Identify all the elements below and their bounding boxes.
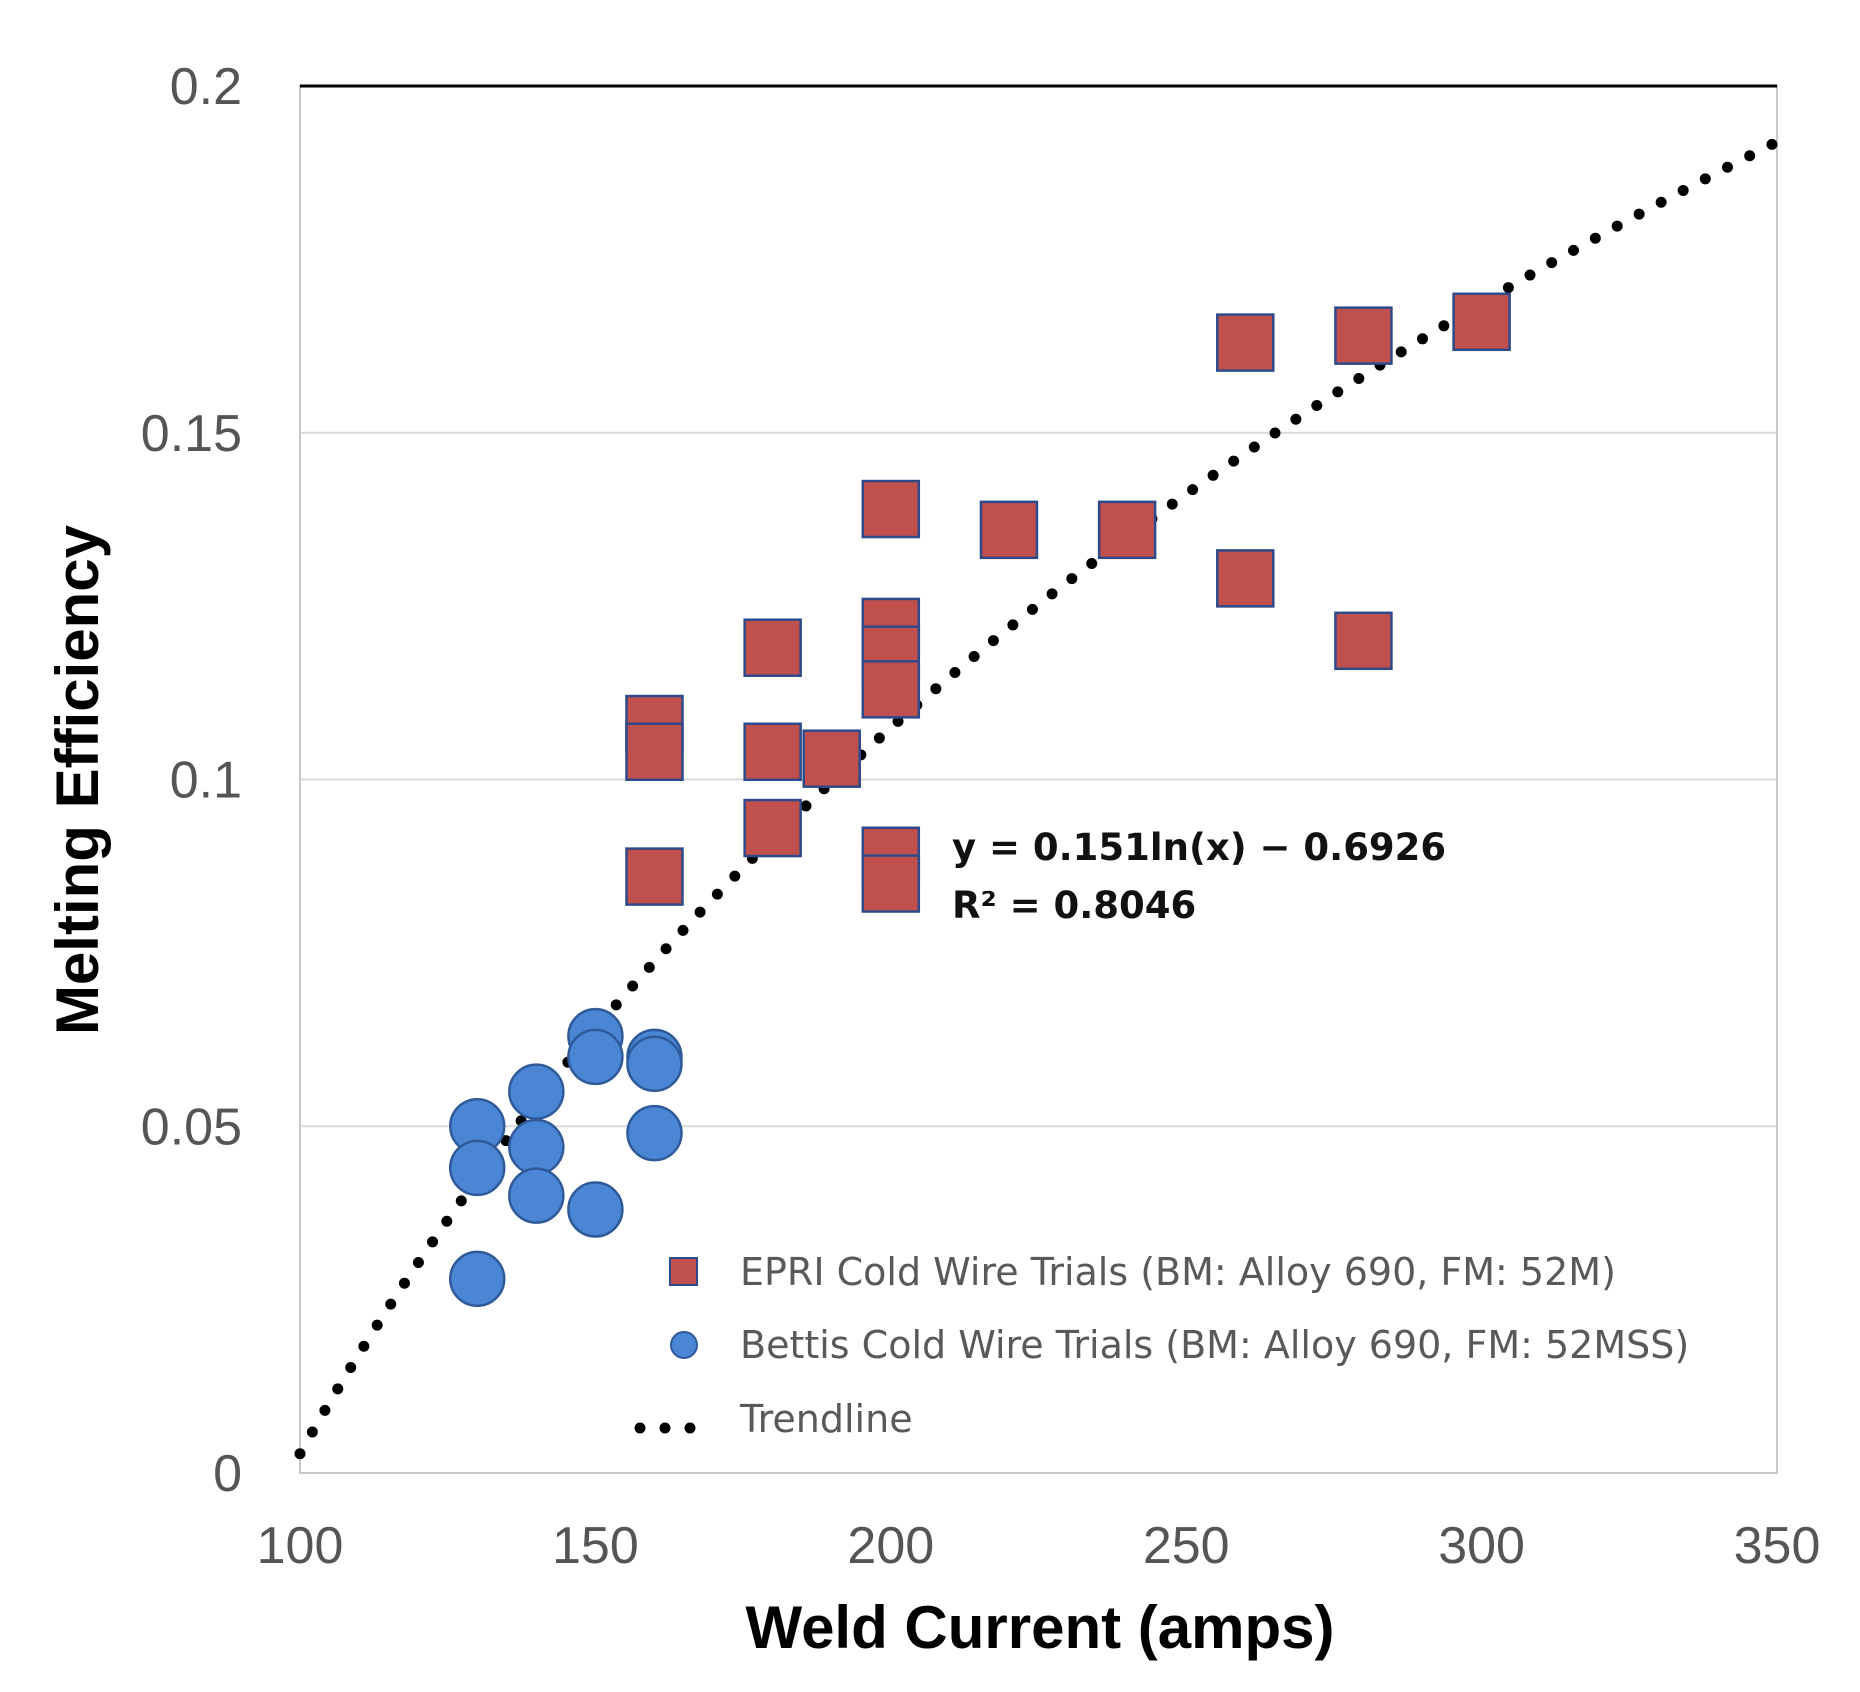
epri-point-16 [1216, 549, 1275, 608]
trendline-curve [294, 136, 1783, 1460]
epri-point-17 [1334, 306, 1393, 365]
x-axis-title: Weld Current (amps) [746, 1594, 1335, 1661]
epri-point-4 [743, 722, 802, 782]
trendline-r2-text: R² = 0.8046 [952, 884, 1196, 927]
bettis-point-5 [508, 1167, 565, 1224]
x-tick-label: 100 [257, 1517, 344, 1575]
trendline [294, 136, 1783, 1460]
epri-point-10 [861, 660, 921, 719]
x-tick-label: 200 [847, 1517, 934, 1575]
legend-marker-bettis [670, 1331, 698, 1359]
trendline-equation: y = 0.151ln(x) − 0.6926 R² = 0.8046 [952, 826, 1446, 927]
series-epri [625, 292, 1511, 913]
epri-point-3 [743, 618, 802, 677]
bettis-point-3 [508, 1063, 565, 1120]
bettis-point-11 [626, 1104, 683, 1162]
series-bettis [448, 1007, 683, 1308]
bettis-point-8 [567, 1181, 624, 1238]
epri-point-18 [1334, 611, 1393, 671]
y-tick-label: 0.2 [170, 58, 242, 116]
epri-point-19 [1452, 292, 1511, 352]
legend: EPRI Cold Wire Trials (BM: Alloy 690, FM… [634, 1250, 1689, 1441]
epri-point-1 [625, 722, 684, 782]
y-tick-label: 0.15 [141, 405, 242, 463]
epri-point-2 [625, 847, 684, 906]
y-tick-label: 0.1 [170, 752, 242, 810]
bettis-point-4 [508, 1118, 565, 1176]
y-axis-ticks: 0 0.05 0.1 0.15 0.2 [141, 58, 242, 1503]
bettis-point-2 [448, 1250, 506, 1308]
x-tick-label: 300 [1438, 1517, 1525, 1575]
legend-marker-epri [669, 1257, 698, 1286]
y-tick-label: 0.05 [141, 1098, 242, 1156]
epri-point-15 [1216, 313, 1275, 372]
y-axis-title: Melting Efficiency [44, 524, 111, 1035]
epri-point-13 [979, 500, 1039, 560]
x-tick-label: 350 [1734, 1517, 1821, 1575]
y-tick-label: 0 [213, 1445, 242, 1503]
x-tick-label: 150 [552, 1517, 639, 1575]
legend-label-epri: EPRI Cold Wire Trials (BM: Alloy 690, FM… [740, 1250, 1616, 1294]
epri-point-14 [1097, 500, 1157, 560]
x-axis-ticks: 100 150 200 250 300 350 [257, 1517, 1821, 1575]
legend-label-trendline: Trendline [739, 1397, 913, 1441]
x-tick-label: 250 [1143, 1517, 1230, 1575]
epri-point-6 [802, 729, 861, 788]
trendline-equation-text: y = 0.151ln(x) − 0.6926 [952, 826, 1446, 869]
epri-point-5 [743, 798, 802, 858]
legend-label-bettis: Bettis Cold Wire Trials (BM: Alloy 690, … [740, 1323, 1689, 1367]
epri-point-12 [861, 854, 921, 913]
epri-point-7 [861, 479, 921, 539]
bettis-point-7 [567, 1028, 624, 1086]
bettis-point-1 [448, 1139, 506, 1197]
bettis-point-10 [626, 1035, 683, 1093]
